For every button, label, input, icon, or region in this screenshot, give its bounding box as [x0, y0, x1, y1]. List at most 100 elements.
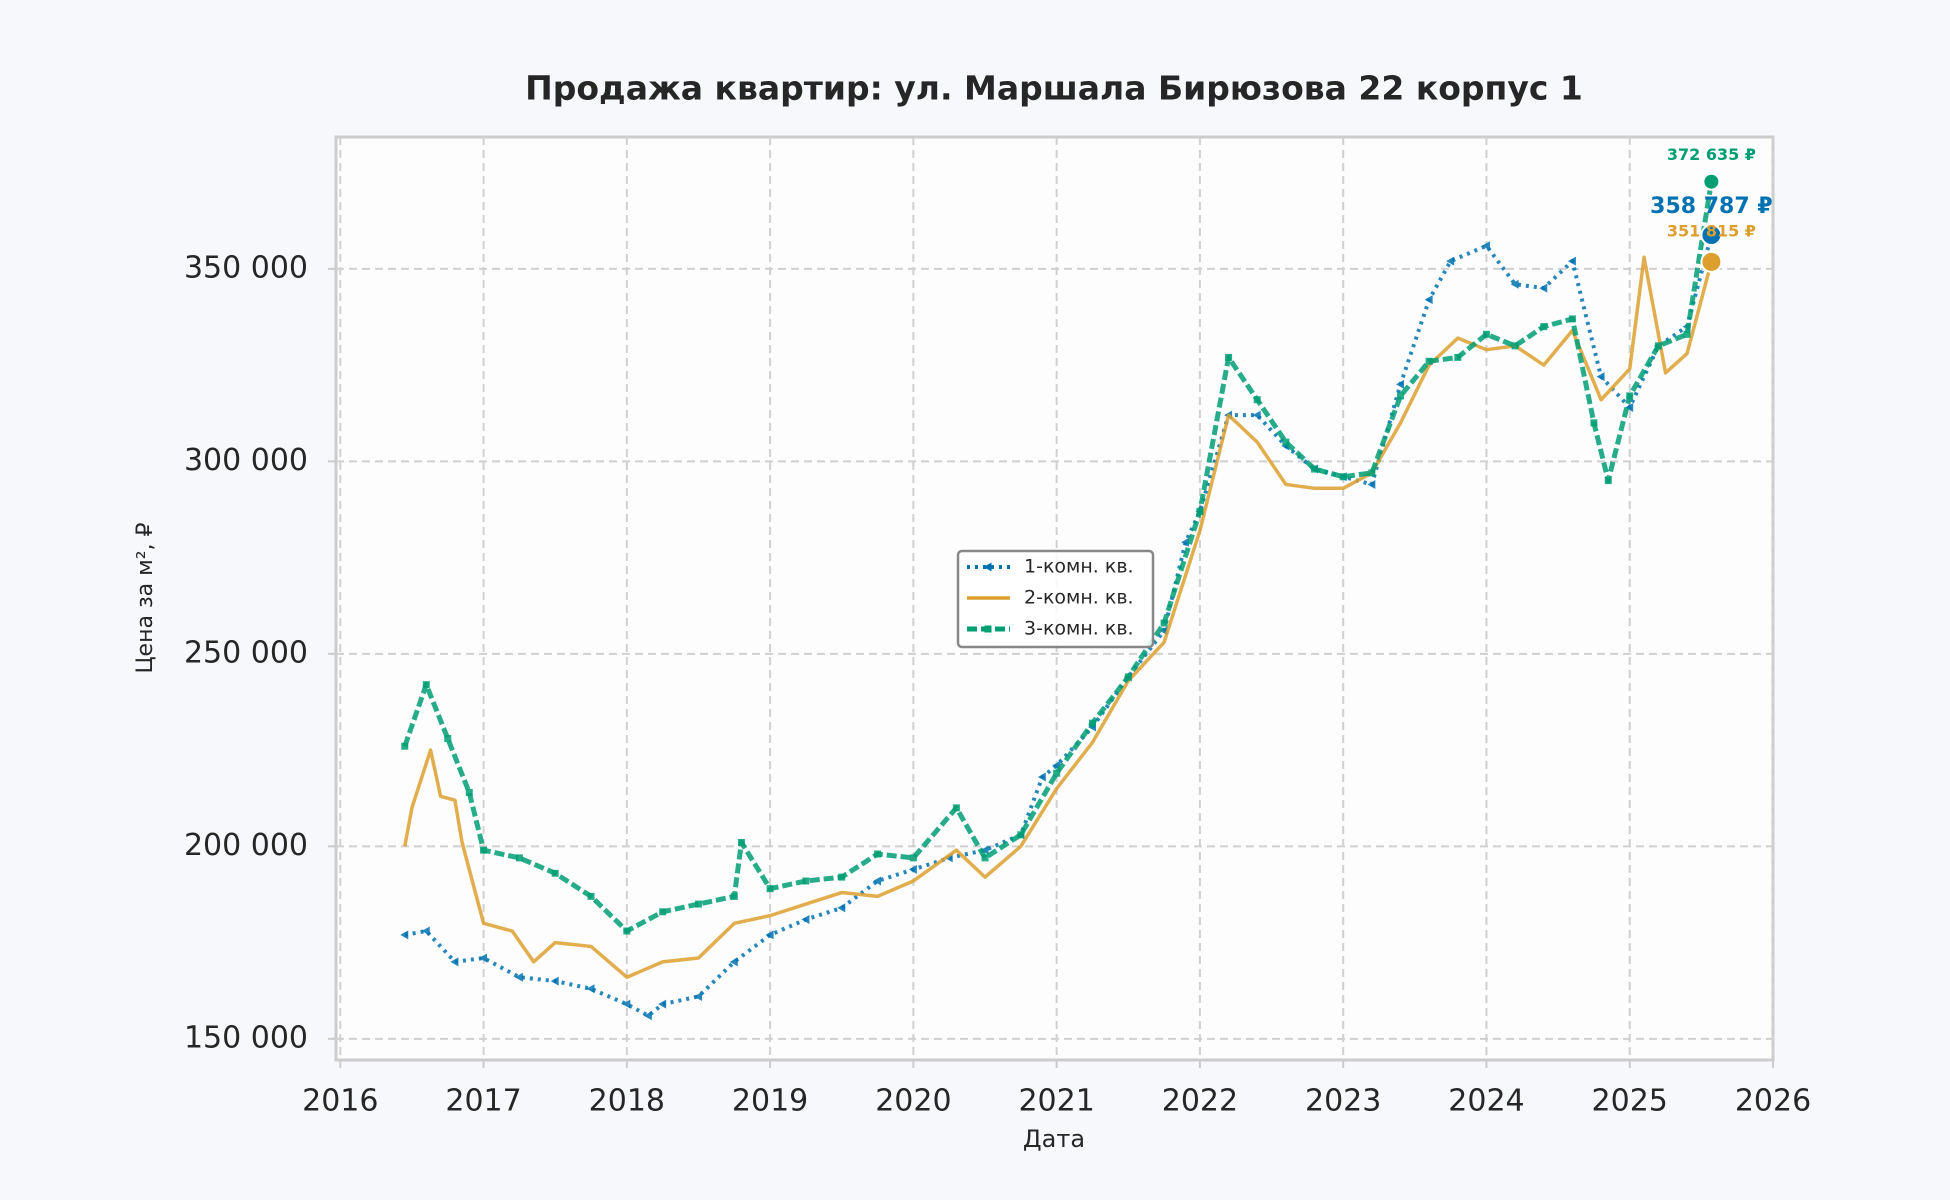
x-tick-label: 2021 [1018, 1084, 1094, 1119]
marker [1017, 831, 1025, 839]
marker [1683, 330, 1691, 338]
x-tick-label: 2018 [589, 1084, 665, 1119]
marker [1311, 465, 1319, 473]
y-axis-label: Цена за м², ₽ [133, 522, 158, 673]
end-point [1700, 224, 1723, 247]
marker [400, 930, 409, 940]
marker [515, 854, 523, 862]
marker [1253, 396, 1261, 404]
marker [1367, 479, 1376, 489]
x-tick-label: 2019 [732, 1084, 808, 1119]
marker [765, 930, 774, 940]
marker [465, 788, 473, 796]
marker [1053, 769, 1061, 777]
marker [658, 999, 667, 1009]
marker [1567, 256, 1576, 266]
marker [587, 892, 595, 900]
marker [422, 681, 430, 689]
marker [983, 562, 992, 572]
x-tick-label: 2016 [302, 1084, 378, 1119]
value-label: 372 635 ₽ [1667, 145, 1756, 164]
legend-box [956, 549, 1155, 649]
x-tick-label: 2022 [1162, 1084, 1238, 1119]
marker [1395, 379, 1404, 389]
marker [873, 876, 882, 886]
marker [838, 873, 846, 881]
marker [444, 735, 452, 743]
marker [1225, 353, 1233, 361]
marker [1196, 507, 1204, 515]
marker [1539, 283, 1548, 293]
marker [1181, 537, 1190, 547]
marker [801, 914, 810, 924]
marker [730, 892, 738, 900]
marker [480, 846, 488, 854]
marker [1654, 342, 1662, 350]
marker [479, 953, 488, 963]
x-tick-label: 2024 [1448, 1084, 1524, 1119]
x-tick-label: 2023 [1305, 1084, 1381, 1119]
marker [551, 869, 559, 877]
marker [1037, 772, 1046, 782]
marker [1124, 673, 1132, 681]
end-point [1702, 172, 1721, 191]
x-tick-label: 2020 [875, 1084, 951, 1119]
end-point [1700, 250, 1723, 273]
marker [694, 900, 702, 908]
marker [1282, 438, 1290, 446]
marker [1590, 419, 1598, 427]
x-tick-label: 2026 [1735, 1084, 1811, 1119]
marker [401, 742, 409, 750]
marker [1252, 410, 1261, 420]
x-tick-label: 2025 [1592, 1084, 1668, 1119]
marker [643, 1011, 652, 1021]
y-tick-label: 300 000 [184, 443, 308, 478]
marker [909, 854, 917, 862]
marker [908, 864, 917, 874]
marker [1604, 477, 1612, 485]
marker [421, 926, 430, 936]
marker [659, 908, 667, 916]
legend-label: 3-комн. кв. [1024, 618, 1134, 640]
legend-label: 1-комн. кв. [1024, 556, 1134, 578]
x-tick-label: 2017 [445, 1084, 521, 1119]
marker [1454, 353, 1462, 361]
marker [1425, 357, 1433, 365]
marker [1396, 392, 1404, 400]
marker [981, 854, 989, 862]
legend-label: 2-комн. кв. [1024, 587, 1134, 609]
marker [1596, 372, 1605, 382]
marker [766, 885, 774, 893]
value-label: 358 787 ₽ [1650, 194, 1772, 219]
marker [1625, 402, 1634, 412]
y-tick-label: 200 000 [184, 828, 308, 863]
marker [874, 850, 882, 858]
series-line [403, 255, 1714, 979]
marker [1540, 323, 1548, 331]
marker [1446, 256, 1455, 266]
marker [1160, 619, 1168, 627]
marker [984, 625, 992, 633]
marker [586, 984, 595, 994]
marker [952, 804, 960, 812]
marker [623, 927, 631, 935]
y-tick-label: 350 000 [184, 250, 308, 285]
chart-title: Продажа квартир: ул. Маршала Бирюзова 22… [525, 69, 1583, 108]
x-axis-label: Дата [1023, 1125, 1085, 1153]
y-tick-label: 250 000 [184, 635, 308, 670]
marker [1626, 392, 1634, 400]
marker [1511, 342, 1519, 350]
marker [980, 845, 989, 855]
marker [550, 976, 559, 986]
marker [1088, 719, 1096, 727]
marker [1481, 241, 1490, 251]
marker [514, 972, 523, 982]
marker [737, 838, 745, 846]
marker [450, 957, 459, 967]
marker [837, 903, 846, 913]
marker [1424, 295, 1433, 305]
marker [1568, 315, 1576, 323]
marker [1339, 473, 1347, 481]
marker [1368, 469, 1376, 477]
